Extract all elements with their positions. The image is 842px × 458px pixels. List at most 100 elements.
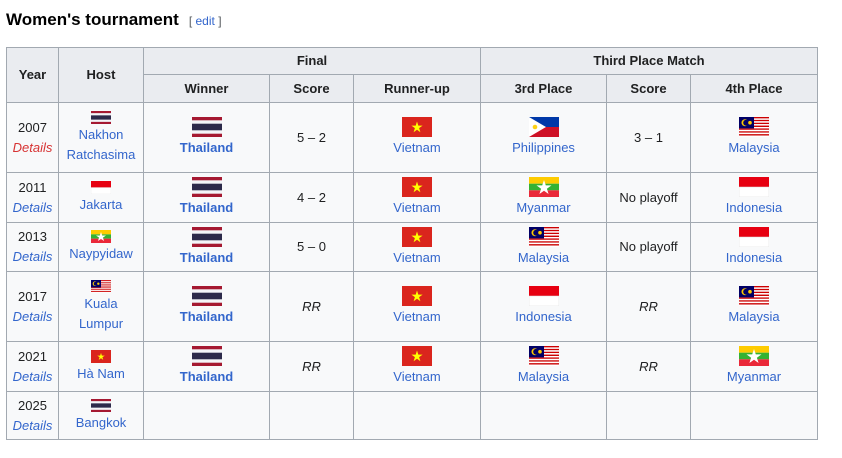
runner-cell: Vietnam [353,271,481,342]
empty-cell [690,391,818,440]
header-runner-up: Runner-up [353,74,481,103]
year-cell: 2007 Details [6,102,59,173]
myanmar-flag-icon [528,177,559,197]
details-link[interactable]: Details [12,308,53,324]
empty-cell [353,391,481,440]
malaysia-flag-icon [91,279,111,293]
fourth-link[interactable]: Malaysia [728,140,780,155]
thailand-flag-icon [191,286,222,306]
winner-link[interactable]: Thailand [179,249,234,265]
details-link[interactable]: Details [12,199,53,215]
table-row: 2011 Details Jakarta Thailand 4 – 2 Vietnam… [6,172,818,223]
score-cell: 5 – 2 [269,102,354,173]
host-link[interactable]: Nakhon [78,126,124,142]
details-link[interactable]: Details [12,139,53,155]
runner-cell: Vietnam [353,222,481,272]
details-link[interactable]: Details [12,417,53,433]
host-link[interactable]: Kuala [84,295,118,311]
runner-cell: Vietnam [353,102,481,173]
thailand-flag-icon [91,398,111,412]
runner-cell: Vietnam [353,172,481,223]
indonesia-flag-icon [739,226,769,247]
runner-link[interactable]: Vietnam [393,140,441,155]
winner-cell: Thailand [143,172,270,223]
section-title: Women's tournament[ edit ] [6,10,222,29]
header-third-place-match: Third Place Match [480,47,818,75]
third-cell: Philippines [480,102,607,173]
header-score-third: Score [606,74,691,103]
header-host: Host [58,47,144,103]
score-cell: RR [269,271,354,342]
fourth-cell: Malaysia [690,102,818,173]
third-cell: Malaysia [480,222,607,272]
fourth-link[interactable]: Myanmar [726,369,782,384]
host-link[interactable]: Hà Nam [77,365,125,381]
results-table: Year Host Final Third Place Match Winner… [6,47,818,440]
runner-link[interactable]: Vietnam [393,249,441,265]
host-link[interactable]: Ratchasima [66,146,136,162]
runner-link[interactable]: Vietnam [393,200,441,215]
empty-cell [269,391,354,440]
indonesia-flag-icon [528,286,559,306]
myanmar-flag-icon [739,346,769,366]
third-link[interactable]: Indonesia [515,309,572,324]
runner-link[interactable]: Vietnam [393,309,441,324]
thailand-flag-icon [191,226,222,247]
score2-cell: No playoff [606,222,691,272]
fourth-link[interactable]: Indonesia [725,200,783,215]
score-cell: 4 – 2 [269,172,354,223]
header-score: Score [269,74,354,103]
year-cell: 2025 Details [6,391,59,440]
winner-link[interactable]: Thailand [179,200,234,215]
host-link[interactable]: Jakarta [79,196,123,212]
vietnam-flag-icon [402,346,432,366]
fourth-link[interactable]: Malaysia [728,309,780,324]
malaysia-flag-icon [739,286,769,306]
header-year: Year [6,47,59,103]
empty-cell [606,391,691,440]
vietnam-flag-icon [402,177,432,197]
host-link[interactable]: Bangkok [75,414,127,430]
host-cell: Nakhon Ratchasima [58,102,144,173]
third-link[interactable]: Philippines [512,140,575,155]
runner-link[interactable]: Vietnam [393,369,441,384]
third-link[interactable]: Malaysia [517,249,570,265]
score-cell: 5 – 0 [269,222,354,272]
details-link[interactable]: Details [12,249,53,264]
score2-cell: No playoff [606,172,691,223]
winner-link[interactable]: Thailand [179,309,234,324]
third-cell: Malaysia [480,341,607,392]
indonesia-flag-icon [91,180,111,194]
edit-link[interactable]: edit [195,14,215,28]
host-link[interactable]: Lumpur [78,315,124,331]
thailand-flag-icon [191,117,222,137]
malaysia-flag-icon [528,346,559,366]
winner-cell: Thailand [143,102,270,173]
host-link[interactable]: Naypyidaw [69,246,133,261]
fourth-link[interactable]: Indonesia [725,249,783,265]
year-cell: 2011 Details [6,172,59,223]
third-link[interactable]: Malaysia [517,369,570,384]
table-row: 2013 Details Naypyidaw Thailand 5 – 0 Vietn… [6,222,818,272]
header-4th-place: 4th Place [690,74,818,103]
winner-cell: Thailand [143,341,270,392]
vietnam-flag-icon [402,286,432,306]
host-cell: Bangkok [58,391,144,440]
winner-link[interactable]: Thailand [179,140,234,155]
malaysia-flag-icon [528,226,559,247]
fourth-cell: Indonesia [690,172,818,223]
empty-cell [480,391,607,440]
table-row: 2007 Details Nakhon Ratchasima Thailand 5 –… [6,102,818,173]
winner-cell: Thailand [143,222,270,272]
host-cell: Naypyidaw [58,222,144,272]
winner-link[interactable]: Thailand [179,369,234,384]
host-cell: Kuala Lumpur [58,271,144,342]
table-row: 2017 Details Kuala Lumpur Thailand RR Vietna… [6,271,818,342]
philippines-flag-icon [528,117,559,137]
fourth-cell: Indonesia [690,222,818,272]
details-link[interactable]: Details [12,368,53,384]
third-cell: Myanmar [480,172,607,223]
vietnam-flag-icon [402,117,432,137]
year-cell: 2017 Details [6,271,59,342]
third-link[interactable]: Myanmar [516,200,571,215]
